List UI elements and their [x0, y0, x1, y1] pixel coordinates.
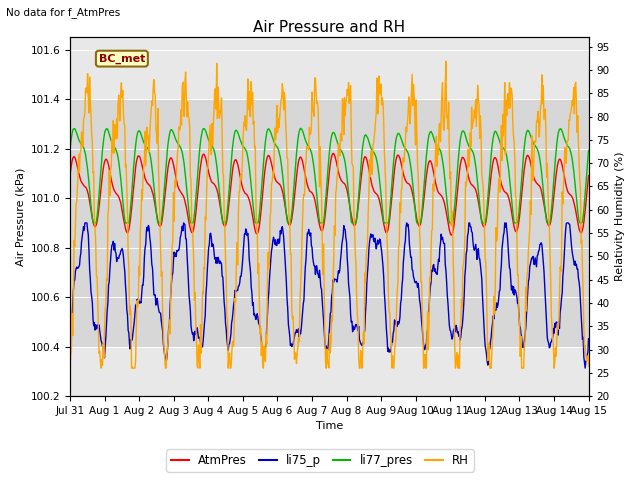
li77_pres: [249, 197, 257, 203]
li75_p: [128, 338, 136, 344]
AtmPres: [447, 232, 455, 238]
AtmPres: [248, 209, 256, 215]
li75_p: [66, 339, 74, 345]
RH: [585, 363, 593, 369]
AtmPres: [268, 161, 275, 167]
li77_pres: [268, 134, 276, 140]
li75_p: [223, 336, 230, 342]
li75_p: [581, 365, 589, 371]
Line: li75_p: li75_p: [70, 223, 589, 368]
AtmPres: [329, 151, 337, 156]
li77_pres: [128, 193, 136, 199]
RH: [127, 311, 134, 317]
RH: [383, 218, 390, 224]
li77_pres: [297, 125, 305, 131]
X-axis label: Time: Time: [316, 421, 343, 432]
li75_p: [81, 220, 89, 226]
RH: [66, 365, 74, 371]
AtmPres: [127, 213, 134, 218]
li75_p: [268, 244, 276, 250]
li75_p: [383, 336, 391, 341]
li77_pres: [223, 213, 230, 218]
li77_pres: [90, 220, 97, 226]
Title: Air Pressure and RH: Air Pressure and RH: [253, 20, 405, 35]
Line: li77_pres: li77_pres: [70, 128, 589, 223]
Y-axis label: Relativity Humidity (%): Relativity Humidity (%): [615, 152, 625, 281]
li75_p: [412, 278, 420, 284]
li75_p: [249, 302, 257, 308]
Line: AtmPres: AtmPres: [70, 154, 589, 235]
RH: [412, 142, 419, 148]
AtmPres: [222, 220, 230, 226]
RH: [268, 181, 275, 187]
li77_pres: [585, 147, 593, 153]
li77_pres: [66, 147, 74, 153]
Bar: [70, 99, 589, 347]
AtmPres: [66, 173, 74, 179]
Y-axis label: Air Pressure (kPa): Air Pressure (kPa): [15, 168, 25, 266]
li75_p: [585, 336, 593, 342]
AtmPres: [383, 229, 391, 235]
AtmPres: [412, 213, 420, 218]
RH: [222, 276, 230, 282]
Legend: AtmPres, li75_p, li77_pres, RH: AtmPres, li75_p, li77_pres, RH: [166, 449, 474, 472]
RH: [248, 101, 256, 107]
AtmPres: [585, 173, 593, 179]
li77_pres: [413, 220, 420, 226]
li77_pres: [384, 220, 392, 226]
Line: RH: RH: [70, 61, 589, 368]
RH: [442, 59, 450, 64]
Text: No data for f_AtmPres: No data for f_AtmPres: [6, 7, 121, 18]
Text: BC_met: BC_met: [99, 53, 145, 64]
